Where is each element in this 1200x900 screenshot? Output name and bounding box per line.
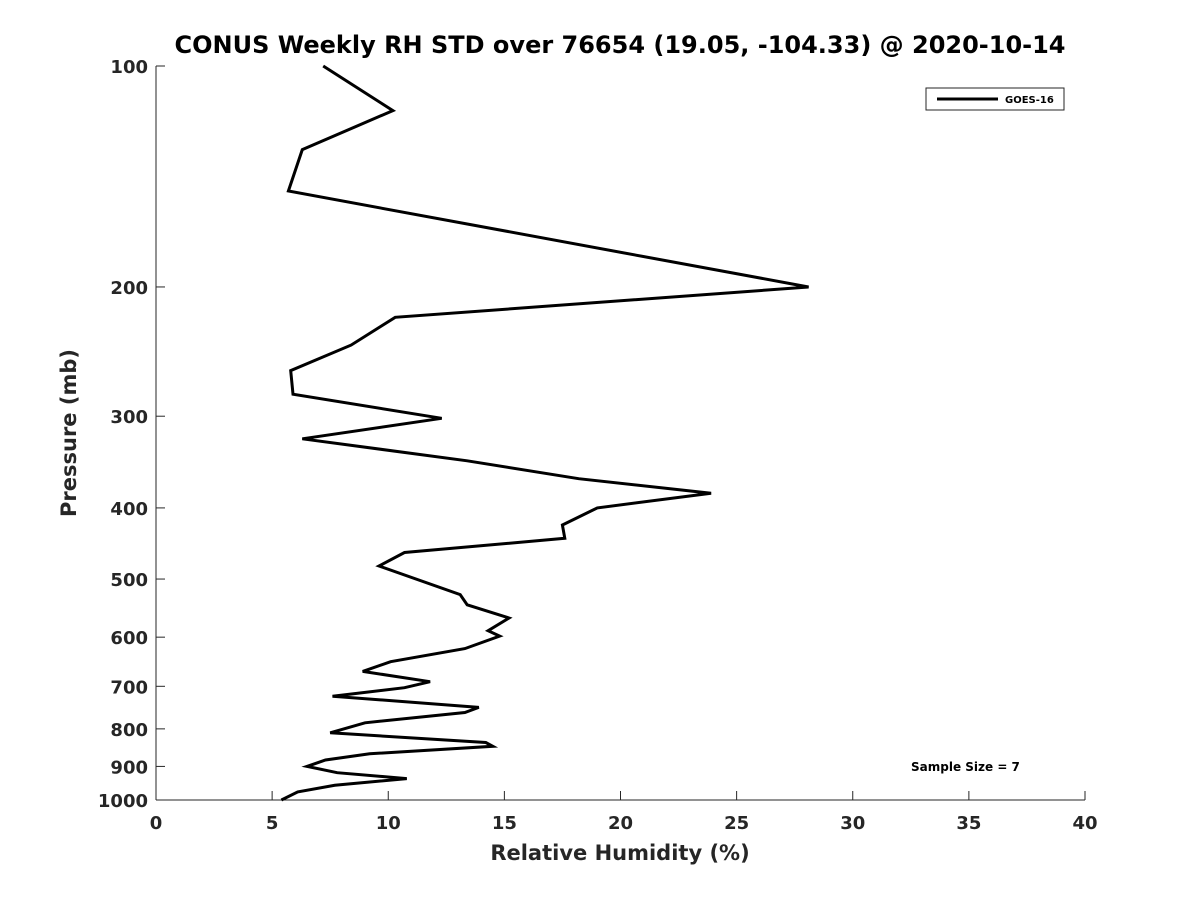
y-tick-label: 500 (110, 570, 148, 591)
x-axis-label: Relative Humidity (%) (490, 841, 749, 865)
y-tick-label: 300 (110, 407, 148, 428)
x-tick-label: 20 (608, 813, 633, 834)
y-tick-label: 100 (110, 57, 148, 78)
chart-title: CONUS Weekly RH STD over 76654 (19.05, -… (174, 31, 1065, 59)
y-axis: 100 200 300 400 500 600 700 800 900 1000 (98, 57, 165, 812)
y-tick-label: 400 (110, 499, 148, 520)
x-tick-label: 15 (492, 813, 517, 834)
x-tick-label: 10 (376, 813, 401, 834)
series-layer (280, 64, 809, 802)
y-axis-label: Pressure (mb) (57, 349, 81, 517)
legend: GOES-16 (925, 87, 1065, 111)
plot-area (156, 66, 1085, 800)
y-tick-label: 700 (110, 677, 148, 698)
y-tick-label: 600 (110, 628, 148, 649)
y-tick-label: 800 (110, 720, 148, 741)
x-tick-label: 40 (1072, 813, 1097, 834)
x-tick-label: 35 (956, 813, 981, 834)
y-tick-label: 1000 (98, 791, 148, 812)
series-line-goes-16 (280, 64, 809, 802)
x-tick-label: 0 (150, 813, 163, 834)
x-tick-label: 30 (840, 813, 865, 834)
legend-label-goes-16: GOES-16 (1005, 95, 1054, 106)
x-tick-label: 5 (266, 813, 279, 834)
x-axis: 0 5 10 15 20 25 30 35 40 (150, 791, 1098, 834)
y-tick-label: 200 (110, 278, 148, 299)
x-tick-label: 25 (724, 813, 749, 834)
plot-background (156, 66, 1085, 800)
sample-size-annotation: Sample Size = 7 (911, 760, 1020, 774)
y-tick-label: 900 (110, 757, 148, 778)
